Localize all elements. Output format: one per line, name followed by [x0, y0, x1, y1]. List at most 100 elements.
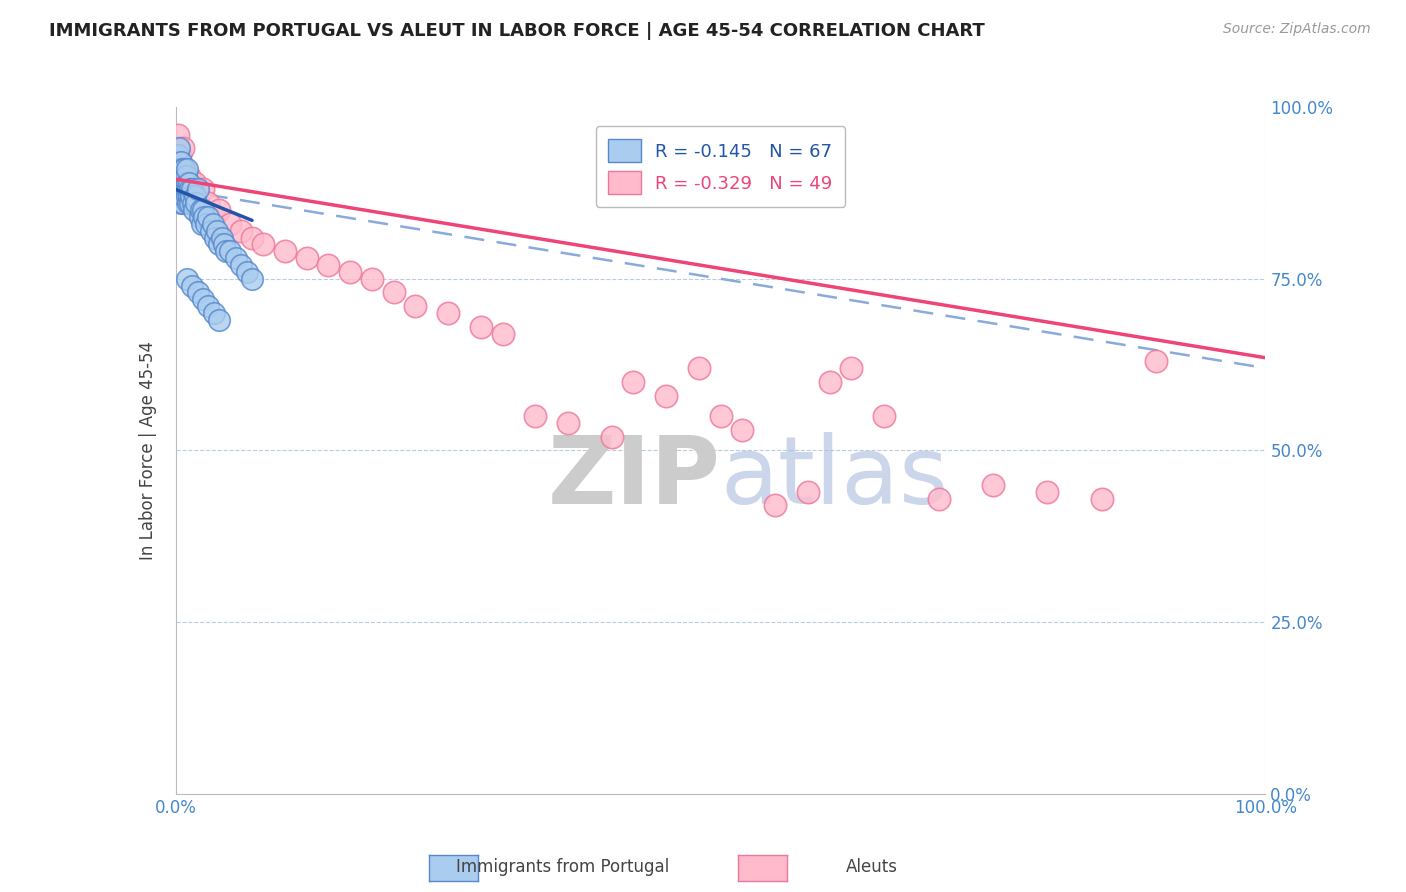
Point: [763, 499, 786, 513]
Point: [180, 189, 202, 203]
Point: [240, 271, 263, 285]
Point: [200, 224, 222, 238]
Point: [197, 210, 219, 224]
Y-axis label: In Labor Force | Age 45-54: In Labor Force | Age 45-54: [139, 341, 157, 560]
Point: [212, 237, 235, 252]
Point: [219, 217, 242, 231]
Point: [166, 141, 188, 155]
Point: [557, 416, 579, 430]
Point: [197, 299, 219, 313]
Point: [169, 161, 191, 176]
Point: [600, 430, 623, 444]
Point: [167, 176, 190, 190]
Point: [173, 189, 195, 203]
Point: [621, 375, 644, 389]
Point: [274, 244, 297, 259]
Point: [177, 169, 200, 183]
Point: [181, 278, 204, 293]
Point: [211, 230, 233, 244]
Point: [235, 265, 257, 279]
Point: [170, 196, 193, 211]
Point: [172, 196, 194, 211]
Point: [169, 189, 191, 203]
Point: [191, 203, 214, 218]
Point: [186, 182, 209, 196]
Point: [190, 203, 212, 218]
Point: [173, 161, 195, 176]
Point: [731, 423, 754, 437]
Point: [1036, 484, 1059, 499]
Legend: R = -0.145   N = 67, R = -0.329   N = 49: R = -0.145 N = 67, R = -0.329 N = 49: [596, 127, 845, 207]
Point: [204, 230, 226, 244]
Point: [928, 491, 950, 506]
Point: [170, 155, 193, 169]
Point: [195, 217, 218, 231]
Point: [1091, 491, 1114, 506]
Point: [841, 361, 863, 376]
Point: [208, 203, 231, 218]
Point: [177, 182, 200, 196]
Point: [173, 161, 195, 176]
Point: [176, 271, 198, 285]
Point: [174, 182, 197, 196]
Point: [167, 155, 190, 169]
Point: [179, 196, 201, 211]
Point: [191, 182, 214, 196]
Point: [181, 182, 204, 196]
Point: [1144, 354, 1167, 368]
Point: [191, 217, 214, 231]
Point: [181, 196, 204, 211]
Point: [193, 210, 215, 224]
Point: [360, 271, 382, 285]
Point: [176, 176, 198, 190]
Point: [179, 182, 201, 196]
Point: [172, 169, 194, 183]
Point: [201, 217, 224, 231]
Point: [208, 237, 231, 252]
Point: [188, 210, 211, 224]
Point: [176, 161, 198, 176]
Point: [219, 244, 242, 259]
Point: [169, 148, 191, 162]
Point: [202, 306, 225, 320]
Text: Aleuts: Aleuts: [846, 858, 897, 876]
Point: [174, 169, 197, 183]
Point: [240, 230, 263, 244]
Point: [167, 155, 190, 169]
Point: [197, 196, 219, 211]
Point: [173, 176, 195, 190]
Point: [215, 244, 238, 259]
Point: [231, 258, 253, 272]
Point: [177, 176, 200, 190]
Point: [186, 285, 209, 300]
Point: [172, 176, 194, 190]
Point: [183, 203, 205, 218]
Point: [170, 169, 193, 183]
Text: IMMIGRANTS FROM PORTUGAL VS ALEUT IN LABOR FORCE | AGE 45-54 CORRELATION CHART: IMMIGRANTS FROM PORTUGAL VS ALEUT IN LAB…: [49, 22, 986, 40]
Point: [167, 148, 190, 162]
Point: [172, 182, 194, 196]
Point: [205, 224, 228, 238]
Point: [231, 224, 253, 238]
Point: [170, 161, 193, 176]
Point: [191, 293, 214, 307]
Point: [339, 265, 361, 279]
Point: [186, 196, 208, 211]
Point: [167, 141, 190, 155]
Point: [470, 319, 492, 334]
Point: [524, 409, 547, 423]
Point: [176, 182, 198, 196]
Point: [167, 182, 190, 196]
Point: [252, 237, 274, 252]
Point: [186, 196, 209, 211]
Text: ZIP: ZIP: [548, 432, 721, 524]
Text: atlas: atlas: [721, 432, 949, 524]
Point: [177, 196, 200, 211]
Point: [688, 361, 710, 376]
Point: [710, 409, 733, 423]
Point: [796, 484, 818, 499]
Point: [318, 258, 340, 272]
Point: [172, 141, 194, 155]
Point: [184, 189, 207, 203]
Point: [170, 182, 193, 196]
